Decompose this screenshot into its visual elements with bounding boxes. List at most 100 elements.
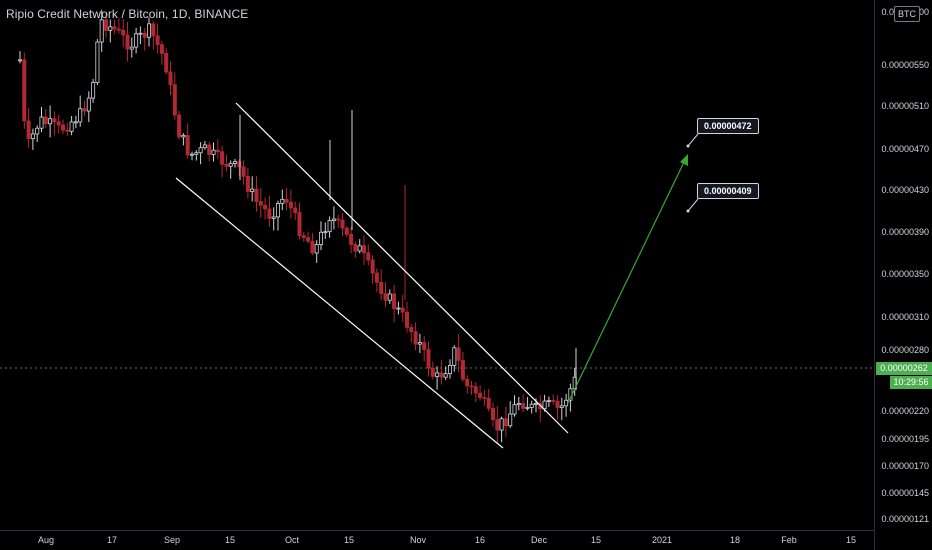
candle-body xyxy=(490,407,495,420)
candle-body xyxy=(314,244,319,254)
candle-body xyxy=(349,234,354,245)
time-tick-label: Aug xyxy=(37,535,55,545)
candle-body xyxy=(73,121,78,124)
chart-legend: Ripio Credit Network / Bitcoin, 1D, BINA… xyxy=(6,7,249,21)
candle-body xyxy=(327,220,332,233)
candle-body xyxy=(164,52,169,73)
candle-body xyxy=(129,46,134,50)
target-high-pointer xyxy=(687,133,699,147)
candle-body xyxy=(69,121,74,132)
candle-body xyxy=(181,134,186,138)
price-axis[interactable] xyxy=(874,0,932,550)
candle-body xyxy=(465,378,470,387)
candle-body xyxy=(318,231,323,245)
candle-body xyxy=(559,405,564,408)
current-price-badge: 0.00000262 xyxy=(876,362,932,375)
candle-body xyxy=(508,413,513,427)
price-tick-label: 0.00000350 xyxy=(881,269,929,279)
candle-body xyxy=(297,212,302,237)
bar-countdown: 10:29:56 xyxy=(890,376,932,389)
candle-body xyxy=(267,208,272,219)
candle-body xyxy=(280,198,285,204)
candle-body xyxy=(237,161,242,168)
candle-body xyxy=(220,151,225,165)
candle-body xyxy=(555,400,560,408)
candle-body xyxy=(215,149,220,153)
candle-body xyxy=(177,114,182,138)
candle-body xyxy=(323,231,328,234)
candle-body xyxy=(413,331,418,345)
price-tick-label: 0.00000280 xyxy=(881,345,929,355)
candle-body xyxy=(99,19,104,43)
candle-body xyxy=(392,293,397,310)
time-axis[interactable] xyxy=(0,530,874,550)
time-tick-label: Sep xyxy=(163,535,181,545)
candle-body xyxy=(271,216,276,219)
time-tick-label: Dec xyxy=(530,535,548,545)
candle-body xyxy=(409,326,414,333)
price-tick-label: 0.00000195 xyxy=(881,434,929,444)
candle-body xyxy=(469,385,474,388)
candle-body xyxy=(499,418,504,431)
time-tick-label: 16 xyxy=(474,535,486,545)
time-tick-label: 15 xyxy=(845,535,857,545)
target-low-label[interactable]: 0.00000409 xyxy=(697,183,759,199)
candle-body xyxy=(202,144,207,149)
candle-body xyxy=(61,124,66,131)
candle-body xyxy=(185,134,190,156)
time-tick-label: Nov xyxy=(409,535,427,545)
price-tick-label: 0.00000170 xyxy=(881,461,929,471)
price-tick-label: 0.00000220 xyxy=(881,406,929,416)
candle-body xyxy=(228,162,233,167)
candle-body xyxy=(353,244,358,252)
target-low-pointer xyxy=(687,198,699,212)
candle-body xyxy=(245,175,250,192)
candle-body xyxy=(288,201,293,209)
candle-body xyxy=(564,399,569,407)
time-tick-label: Oct xyxy=(284,535,300,545)
candle-body xyxy=(439,372,444,378)
candle-body xyxy=(344,227,349,235)
currency-badge[interactable]: BTC xyxy=(894,6,920,22)
candle-body xyxy=(374,272,379,283)
candle-body xyxy=(336,218,341,221)
price-tick-label: 0.00000550 xyxy=(881,60,929,70)
candle-body xyxy=(250,188,255,192)
candle-body xyxy=(482,397,487,399)
candle-body xyxy=(443,373,448,378)
candle-body xyxy=(512,404,517,415)
target-high-label[interactable]: 0.00000472 xyxy=(697,118,759,134)
time-tick-label: 2021 xyxy=(651,535,673,545)
candle-body xyxy=(232,161,237,164)
candle-body xyxy=(275,203,280,218)
candle-body xyxy=(17,59,22,62)
candle-body xyxy=(447,365,452,375)
candle-body xyxy=(95,41,100,83)
candle-body xyxy=(370,259,375,274)
candle-body xyxy=(108,26,113,31)
price-tick-label: 0.00000121 xyxy=(881,514,929,524)
candle-body xyxy=(116,28,121,31)
price-tick-label: 0.00000510 xyxy=(881,101,929,111)
candle-body xyxy=(503,418,508,427)
candle-body xyxy=(159,44,164,54)
candle-body xyxy=(155,35,160,45)
candle-body xyxy=(263,204,268,210)
candle-body xyxy=(39,116,44,129)
candle-body xyxy=(430,367,435,377)
candle-body xyxy=(310,240,315,254)
candle-body xyxy=(417,342,422,345)
candle-body xyxy=(86,97,91,112)
candle-body xyxy=(26,120,31,139)
target-low-dot xyxy=(686,209,690,213)
candle-body xyxy=(48,118,53,125)
candle-body xyxy=(258,201,263,206)
candle-body xyxy=(340,219,345,229)
candle-body xyxy=(331,218,336,221)
candle-body xyxy=(194,152,199,155)
candle-body xyxy=(379,282,384,295)
candle-body xyxy=(435,372,440,377)
candle-body xyxy=(478,392,483,398)
channel-lower-line xyxy=(175,177,504,449)
